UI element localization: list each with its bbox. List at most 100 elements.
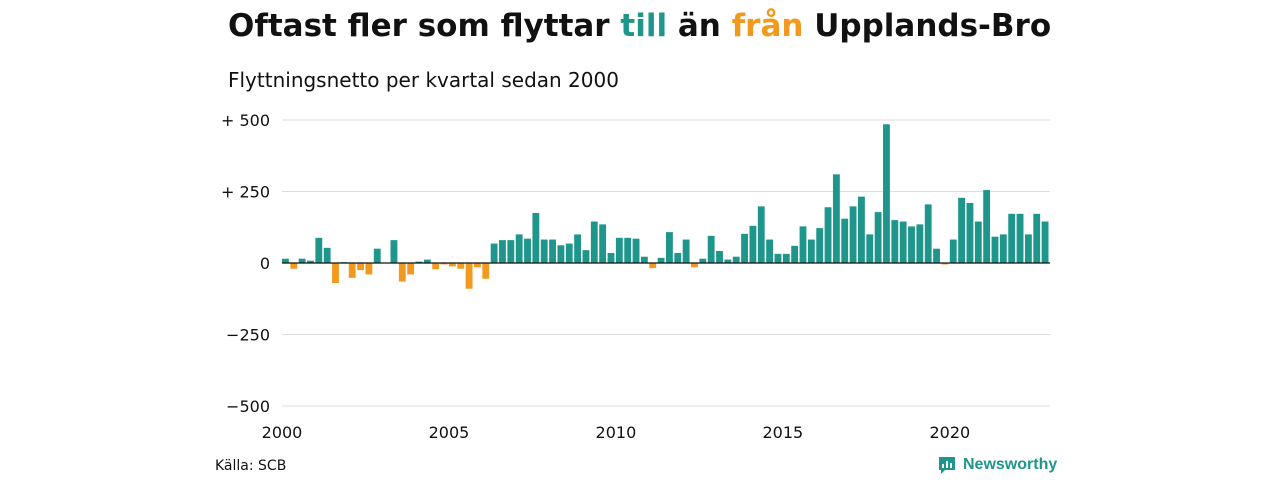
- y-tick-label: 0: [260, 254, 270, 273]
- bar: [891, 220, 899, 263]
- y-tick-label: −250: [226, 326, 270, 345]
- bar: [699, 258, 707, 263]
- bar: [373, 248, 381, 263]
- bar: [632, 238, 640, 263]
- chart-subtitle: Flyttningsnetto per kvartal sedan 2000: [228, 68, 619, 92]
- bars: [282, 124, 1049, 289]
- bar: [883, 124, 890, 263]
- bar: [908, 226, 915, 263]
- chart-title: Oftast fler som flyttar till än från Upp…: [228, 8, 1051, 44]
- bar: [482, 263, 490, 279]
- bar: [999, 234, 1007, 263]
- bar: [640, 256, 648, 263]
- title-prefix: Oftast fler som flyttar: [228, 8, 621, 44]
- bar: [348, 263, 356, 278]
- bar: [766, 239, 774, 263]
- bar: [858, 196, 865, 263]
- bar: [657, 257, 665, 263]
- y-tick-label: + 500: [221, 111, 270, 130]
- bar: [499, 240, 506, 263]
- bar: [649, 263, 657, 269]
- x-tick-label: 2020: [929, 423, 970, 442]
- title-highlight-fran: från: [731, 8, 804, 44]
- bar: [448, 263, 456, 267]
- bar: [1033, 213, 1041, 263]
- bar: [732, 256, 740, 263]
- bar: [423, 259, 431, 263]
- bar: [966, 202, 974, 263]
- bar: [582, 250, 590, 263]
- bar: [565, 243, 573, 263]
- bar: [474, 263, 481, 268]
- bar: [432, 263, 440, 270]
- bar: [357, 263, 364, 271]
- bar: [816, 228, 824, 263]
- bar: [991, 236, 999, 263]
- bar: [1041, 221, 1049, 263]
- bar: [832, 174, 840, 263]
- bar: [599, 224, 607, 263]
- bar: [716, 250, 723, 263]
- newsworthy-logo-icon: [939, 457, 955, 474]
- bar: [1008, 213, 1016, 263]
- bar: [574, 234, 582, 263]
- y-tick-label: + 250: [221, 183, 270, 202]
- bar: [615, 237, 623, 263]
- bar: [590, 221, 598, 263]
- bar: [916, 224, 924, 263]
- bar: [682, 239, 690, 263]
- bar: [549, 239, 556, 263]
- bar: [824, 207, 832, 263]
- bar: [557, 245, 565, 263]
- bar: [1016, 213, 1024, 263]
- bar: [290, 263, 298, 269]
- bar: [791, 245, 799, 263]
- bar: [841, 218, 849, 263]
- x-tick-label: 2010: [596, 423, 637, 442]
- brand[interactable]: Newsworthy: [937, 455, 1057, 475]
- bar: [983, 190, 991, 263]
- bar: [398, 263, 406, 282]
- title-suffix: Upplands-Bro: [803, 8, 1052, 44]
- bar: [849, 206, 857, 263]
- bar: [490, 243, 498, 263]
- bar: [332, 263, 339, 284]
- bar: [666, 232, 673, 263]
- title-highlight-till: till: [620, 8, 668, 44]
- bar: [866, 234, 874, 263]
- bar: [782, 253, 790, 263]
- bar: [298, 258, 306, 263]
- brand-name: Newsworthy: [963, 456, 1058, 473]
- bar: [415, 261, 423, 263]
- bar: [874, 212, 882, 263]
- x-tick-label: 2000: [262, 423, 303, 442]
- bar: [707, 235, 715, 263]
- bar: [390, 240, 398, 263]
- bar: [949, 239, 957, 263]
- bar: [440, 263, 448, 265]
- x-tick-label: 2005: [429, 423, 470, 442]
- y-tick-label: −500: [226, 397, 270, 416]
- bar: [724, 259, 732, 263]
- y-axis-ticks: + 500 + 250 0 −250 −500: [221, 111, 270, 416]
- bar: [941, 263, 949, 265]
- bar: [624, 237, 632, 263]
- bar: [799, 226, 807, 263]
- bar: [674, 252, 682, 263]
- bar: [899, 221, 907, 263]
- bar: [407, 263, 415, 275]
- bar: [457, 263, 465, 269]
- bar: [465, 263, 473, 289]
- bar: [607, 252, 615, 263]
- bar: [757, 206, 765, 263]
- bar: [741, 233, 748, 263]
- bar: [933, 248, 940, 263]
- source-note: Källa: SCB: [215, 458, 287, 474]
- bar: [532, 212, 540, 263]
- bar: [323, 247, 331, 263]
- bar: [365, 263, 373, 275]
- bar: [282, 258, 289, 263]
- bar: [691, 263, 698, 268]
- bar: [1024, 234, 1032, 263]
